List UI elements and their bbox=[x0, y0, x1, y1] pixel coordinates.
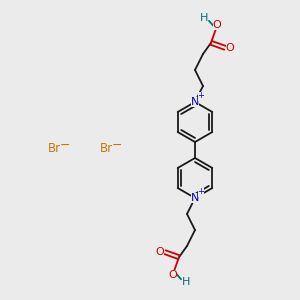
Text: +: + bbox=[198, 92, 204, 100]
Text: −: − bbox=[60, 139, 70, 152]
Text: Br: Br bbox=[100, 142, 113, 154]
Text: −: − bbox=[112, 139, 122, 152]
Text: O: O bbox=[226, 43, 234, 53]
Text: O: O bbox=[213, 20, 221, 30]
Text: +: + bbox=[198, 188, 204, 196]
Text: O: O bbox=[156, 247, 164, 257]
Text: Br: Br bbox=[48, 142, 61, 154]
Text: N: N bbox=[191, 97, 199, 107]
Text: O: O bbox=[169, 270, 177, 280]
Text: H: H bbox=[182, 277, 190, 287]
Text: N: N bbox=[191, 193, 199, 203]
Text: H: H bbox=[200, 13, 208, 23]
